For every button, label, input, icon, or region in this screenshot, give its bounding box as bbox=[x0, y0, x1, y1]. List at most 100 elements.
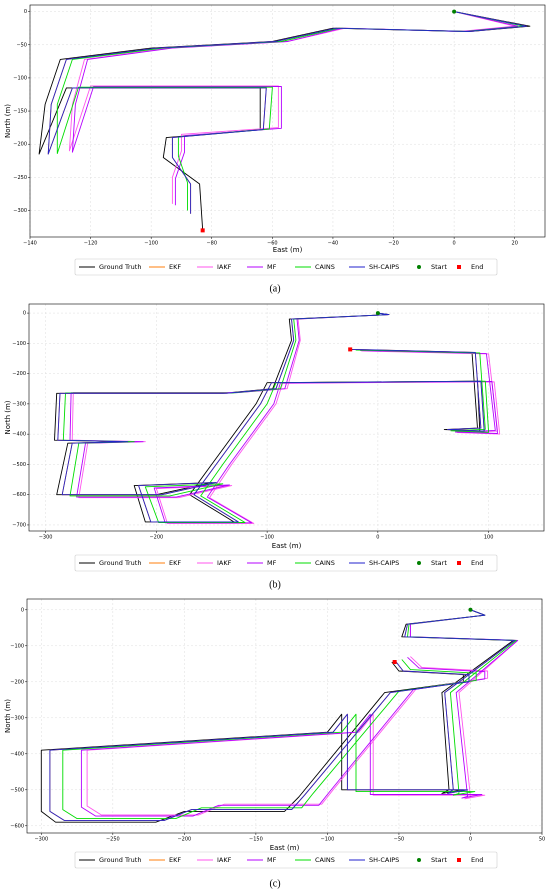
x-tick-label: 0 bbox=[376, 535, 379, 541]
x-tick-label: 0 bbox=[453, 241, 456, 247]
trajectory bbox=[69, 312, 498, 524]
x-tick-label: −60 bbox=[267, 241, 278, 247]
y-tick-label: −500 bbox=[10, 787, 24, 793]
legend-swatch bbox=[457, 265, 461, 269]
y-tick-label: 0 bbox=[21, 607, 24, 613]
trajectory bbox=[47, 11, 528, 214]
x-tick-label: −100 bbox=[144, 241, 158, 247]
trajectory bbox=[62, 312, 490, 523]
legend-swatch bbox=[457, 561, 461, 565]
legend-label: Start bbox=[431, 559, 447, 567]
x-tick-label: 100 bbox=[484, 535, 494, 541]
legend-label: End bbox=[471, 856, 483, 864]
y-axis-label: North (m) bbox=[4, 699, 12, 733]
legend-label: EKF bbox=[169, 263, 181, 271]
axes-frame bbox=[29, 4, 546, 238]
legend-label: EKF bbox=[169, 856, 181, 864]
end-marker bbox=[392, 660, 397, 664]
legend-label: CAINS bbox=[315, 559, 335, 567]
y-tick-label: −500 bbox=[12, 462, 26, 468]
x-tick-label: −200 bbox=[177, 837, 191, 843]
y-tick-label: −250 bbox=[13, 175, 27, 181]
x-tick-label: −300 bbox=[39, 535, 53, 541]
y-tick-label: −600 bbox=[12, 492, 26, 498]
legend-label: MF bbox=[267, 559, 277, 567]
x-tick-label: −80 bbox=[206, 241, 217, 247]
legend-label: MF bbox=[267, 263, 277, 271]
trajectory bbox=[57, 312, 485, 523]
legend-swatch bbox=[417, 561, 421, 565]
x-tick-label: −20 bbox=[388, 241, 399, 247]
x-tick-label: −250 bbox=[106, 837, 120, 843]
start-marker bbox=[452, 9, 457, 14]
legend-label: SH-CAIPS bbox=[369, 263, 399, 271]
x-axis-label: East (m) bbox=[270, 844, 300, 852]
x-tick-label: −100 bbox=[260, 535, 274, 541]
x-tick-label: −50 bbox=[394, 837, 405, 843]
trajectory bbox=[71, 11, 519, 206]
y-axis-label: North (m) bbox=[4, 400, 12, 434]
legend-label: CAINS bbox=[315, 856, 335, 864]
start-marker bbox=[468, 607, 473, 612]
plot-area bbox=[54, 311, 501, 524]
legend-label: SH-CAIPS bbox=[369, 856, 399, 864]
y-tick-label: −600 bbox=[10, 823, 24, 829]
plot-area bbox=[40, 607, 519, 823]
x-tick-label: 50 bbox=[539, 837, 545, 843]
trajectory bbox=[38, 11, 531, 231]
y-tick-label: −100 bbox=[12, 341, 26, 347]
y-tick-label: −150 bbox=[13, 109, 27, 115]
start-marker bbox=[375, 311, 380, 316]
y-tick-label: −200 bbox=[13, 142, 27, 148]
legend-label: SH-CAIPS bbox=[369, 559, 399, 567]
x-axis-label: East (m) bbox=[273, 246, 303, 254]
end-marker bbox=[200, 228, 205, 233]
caption: (a) bbox=[269, 283, 280, 294]
x-tick-label: −100 bbox=[321, 837, 335, 843]
y-tick-label: −200 bbox=[12, 371, 26, 377]
x-axis-label: East (m) bbox=[272, 542, 302, 550]
legend-label: End bbox=[471, 263, 483, 271]
x-tick-label: 20 bbox=[512, 241, 518, 247]
x-tick-label: −300 bbox=[34, 837, 48, 843]
y-tick-label: 0 bbox=[24, 9, 27, 15]
trajectory bbox=[62, 609, 517, 820]
legend-label: End bbox=[471, 559, 483, 567]
y-tick-label: −100 bbox=[13, 75, 27, 81]
legend-box bbox=[74, 554, 498, 572]
caption: (c) bbox=[269, 878, 280, 889]
end-marker bbox=[348, 347, 353, 352]
y-tick-label: −200 bbox=[10, 679, 24, 685]
y-axis-label: North (m) bbox=[4, 104, 12, 138]
legend-label: IAKF bbox=[217, 559, 232, 567]
x-tick-label: 0 bbox=[469, 837, 472, 843]
legend-label: Start bbox=[431, 263, 447, 271]
legend-label: EKF bbox=[169, 559, 181, 567]
trajectory bbox=[49, 609, 516, 821]
legend-label: Start bbox=[431, 856, 447, 864]
x-tick-label: −40 bbox=[328, 241, 339, 247]
trajectory bbox=[49, 609, 516, 821]
caption: (b) bbox=[269, 579, 281, 590]
legend-label: Ground Truth bbox=[99, 559, 141, 567]
x-tick-label: −200 bbox=[149, 535, 163, 541]
legend-label: MF bbox=[267, 856, 277, 864]
trajectory bbox=[40, 609, 514, 823]
trajectory bbox=[57, 312, 485, 523]
legend-swatch bbox=[417, 265, 421, 269]
x-tick-label: −120 bbox=[84, 241, 98, 247]
y-tick-label: −400 bbox=[12, 432, 26, 438]
legend-swatch bbox=[417, 858, 421, 862]
axes-frame bbox=[26, 598, 543, 834]
y-tick-label: −700 bbox=[12, 522, 26, 528]
y-tick-label: −400 bbox=[10, 751, 24, 757]
y-tick-label: −100 bbox=[10, 643, 24, 649]
y-tick-label: −300 bbox=[13, 208, 27, 214]
legend-box bbox=[74, 258, 498, 276]
y-tick-label: −50 bbox=[16, 42, 27, 48]
x-tick-label: −150 bbox=[249, 837, 263, 843]
y-tick-label: −300 bbox=[12, 401, 26, 407]
y-tick-label: 0 bbox=[23, 311, 26, 317]
legend-label: IAKF bbox=[217, 856, 232, 864]
legend-box bbox=[74, 851, 498, 869]
